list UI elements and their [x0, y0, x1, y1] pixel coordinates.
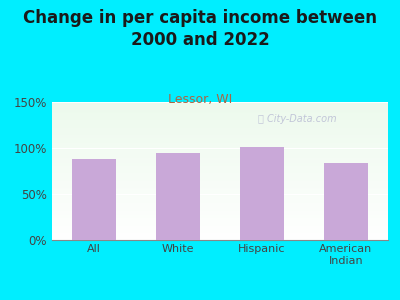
Bar [156, 153, 200, 240]
Bar [72, 159, 116, 240]
Text: Change in per capita income between
2000 and 2022: Change in per capita income between 2000… [23, 9, 377, 49]
Text: Lessor, WI: Lessor, WI [168, 93, 232, 106]
Bar [324, 163, 368, 240]
Text: ⓘ City-Data.com: ⓘ City-Data.com [258, 114, 336, 124]
Bar [240, 147, 284, 240]
